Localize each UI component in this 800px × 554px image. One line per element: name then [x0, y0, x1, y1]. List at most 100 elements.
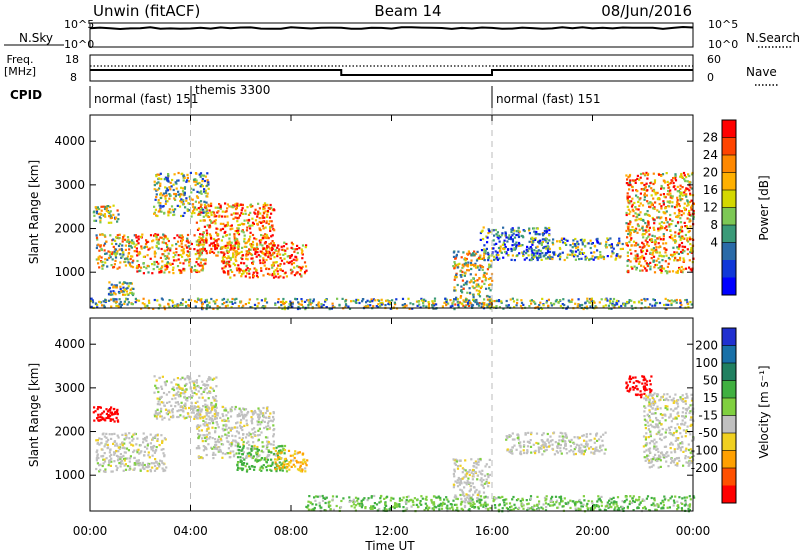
echo-cell — [213, 213, 216, 216]
echo-cell — [100, 416, 104, 419]
echo-cell — [493, 300, 496, 303]
echo-cell — [355, 298, 358, 301]
echo-cell — [629, 260, 632, 263]
echo-cell — [248, 252, 251, 255]
echo-cell — [310, 301, 314, 304]
echo-cell — [590, 439, 593, 442]
echo-cell — [258, 207, 261, 210]
echo-cell — [487, 485, 490, 488]
echo-cell — [147, 451, 150, 454]
echo-cell — [203, 301, 206, 304]
echo-cell — [183, 384, 187, 387]
echo-cell — [254, 252, 257, 255]
echo-cell — [251, 413, 255, 416]
echo-cell — [137, 235, 140, 238]
echo-cell — [156, 439, 159, 442]
echo-cell — [690, 247, 693, 250]
echo-cell — [202, 210, 205, 213]
echo-cell — [262, 203, 265, 207]
echo-cell — [672, 239, 675, 242]
echo-cell — [122, 469, 125, 472]
echo-cell — [386, 299, 389, 302]
echo-cell — [503, 239, 506, 242]
echo-cell — [391, 299, 394, 302]
echo-cell — [97, 243, 100, 246]
echo-cell — [241, 426, 244, 429]
echo-cell — [491, 279, 494, 282]
echo-cell — [468, 287, 471, 290]
echo-cell — [501, 232, 504, 235]
freq-strip: Freq. [MHz] 18 8 60 0 Nave — [4, 53, 778, 86]
echo-cell — [263, 299, 267, 302]
echo-cell — [669, 253, 673, 256]
echo-cell — [193, 406, 196, 409]
echo-cell — [160, 434, 163, 437]
echo-cell — [235, 297, 238, 300]
echo-cell — [596, 237, 599, 240]
echo-cell — [357, 298, 360, 302]
echo-cell — [224, 230, 227, 233]
echo-cell — [577, 303, 580, 306]
echo-cell — [537, 449, 540, 452]
echo-cell — [208, 422, 212, 425]
echo-cell — [187, 396, 191, 399]
echo-cell — [206, 224, 209, 227]
echo-cell — [552, 243, 555, 246]
echo-cell — [352, 299, 355, 303]
echo-cell — [525, 248, 528, 251]
ytick-label-0: 1000 — [54, 265, 85, 279]
echo-cell — [648, 238, 652, 241]
echo-cell — [480, 483, 483, 486]
echo-cell — [644, 229, 647, 232]
echo-cell — [221, 443, 225, 446]
echo-cell — [102, 205, 105, 208]
echo-cell — [465, 257, 468, 261]
echo-cell — [205, 448, 208, 451]
echo-cell — [515, 304, 518, 307]
echo-cell — [112, 245, 115, 248]
echo-cell — [375, 305, 378, 308]
echo-cell — [639, 211, 642, 214]
echo-cell — [648, 185, 651, 188]
echo-cell — [233, 237, 236, 240]
echo-cell — [240, 250, 243, 253]
echo-cell — [299, 461, 302, 464]
echo-cell — [652, 218, 655, 221]
echo-cell — [607, 238, 610, 241]
echo-cell — [162, 391, 166, 395]
echo-cell — [234, 301, 237, 304]
echo-cell — [153, 255, 157, 258]
echo-cell — [443, 301, 446, 304]
echo-cell — [160, 460, 163, 463]
echo-cell — [259, 423, 262, 426]
echo-cell — [233, 453, 236, 456]
echo-cell — [609, 302, 612, 305]
echo-cell — [154, 464, 157, 468]
echo-cell — [205, 212, 208, 215]
echo-cell — [531, 251, 534, 254]
echo-cell — [300, 298, 303, 301]
echo-cell — [230, 205, 233, 208]
echo-cell — [215, 247, 218, 250]
echo-cell — [513, 259, 516, 262]
echo-cell — [204, 439, 207, 443]
echo-cell — [277, 276, 280, 279]
echo-cell — [123, 234, 126, 237]
echo-cell — [128, 241, 131, 244]
echo-cell — [659, 268, 662, 271]
echo-cell — [592, 300, 595, 303]
echo-cell — [158, 411, 161, 414]
echo-cell — [627, 232, 630, 236]
echo-cell — [111, 418, 115, 421]
echo-cell — [110, 264, 113, 267]
echo-cell — [143, 303, 146, 306]
echo-cell — [269, 203, 272, 207]
echo-cell — [156, 434, 159, 437]
echo-cell — [597, 257, 600, 260]
echo-cell — [139, 462, 142, 465]
echo-cell — [687, 173, 690, 176]
echo-cell — [670, 234, 673, 237]
echo-cell — [258, 217, 261, 220]
echo-cell — [657, 229, 660, 232]
echo-cell — [262, 247, 266, 250]
